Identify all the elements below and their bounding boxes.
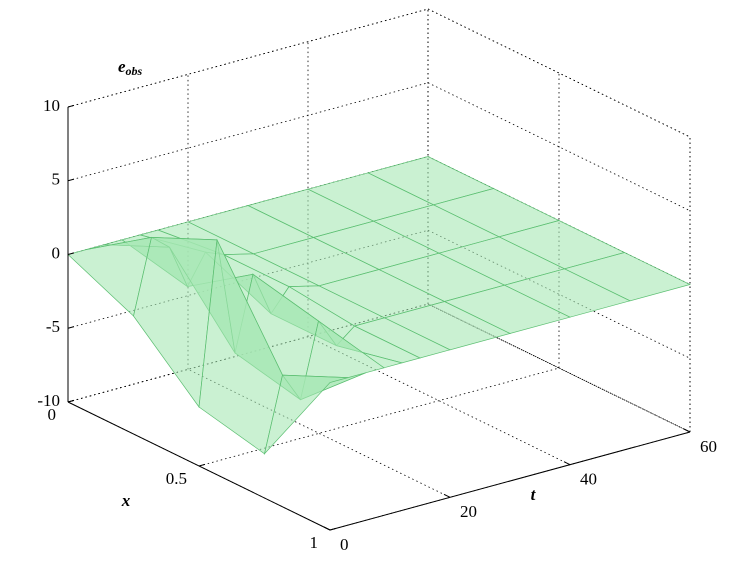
z-tick-label: 10 (43, 96, 60, 115)
x-tick (329, 527, 337, 531)
z-tick (67, 326, 75, 329)
x-tick-label: 0 (48, 405, 57, 424)
x-tick-label: 1 (310, 533, 319, 552)
z-axis-label: eobs (118, 57, 143, 78)
y-tick (443, 493, 451, 498)
y-tick-label: 60 (700, 437, 717, 456)
surface-cell (263, 374, 349, 455)
x-tick (67, 399, 75, 403)
y-tick-label: 40 (580, 470, 597, 489)
x-tick (198, 463, 206, 467)
grid-line (198, 367, 560, 467)
z-label-main: e (118, 57, 126, 76)
y-axis (329, 431, 691, 531)
y-tick-label: 20 (460, 502, 477, 521)
z-tick-label: -10 (37, 391, 60, 410)
y-tick (683, 428, 691, 433)
z-tick (67, 104, 75, 108)
t-axis-label: t (531, 485, 537, 504)
z-tick-label: -5 (46, 317, 60, 336)
z-tick (67, 252, 75, 255)
y-tick (323, 526, 331, 531)
z-tick-label: 5 (52, 170, 61, 189)
z-tick-label: 0 (52, 243, 61, 262)
grid-line (67, 82, 429, 182)
y-tick-label: 0 (340, 535, 349, 554)
grid-line (67, 8, 429, 108)
y-tick (563, 461, 571, 466)
x-tick-label: 0.5 (166, 469, 187, 488)
x-axis-label: x (121, 491, 131, 510)
z-label-sub: obs (126, 64, 143, 78)
z-tick (67, 178, 75, 182)
surface (67, 156, 691, 455)
